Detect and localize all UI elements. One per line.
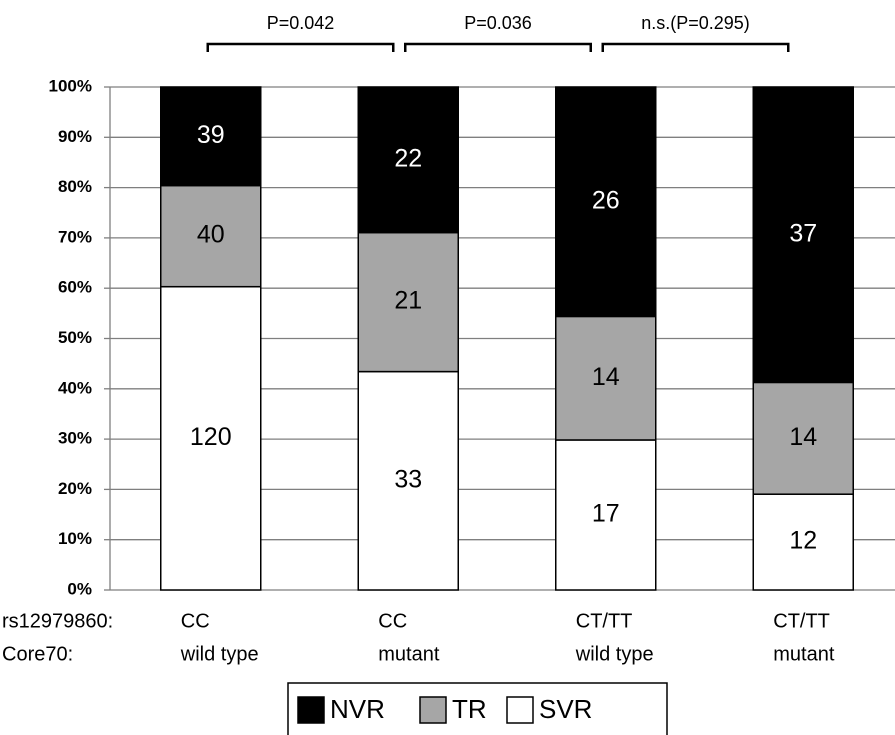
bar-segment [555,86,657,318]
bar-segment [752,493,854,591]
value-label: 120 [190,423,232,451]
value-label: 12 [789,527,817,555]
bar-segment [357,370,459,591]
y-tick-label: 90% [58,127,92,146]
legend-label: TR [452,694,487,724]
annotation: P=0.036 [464,13,532,33]
x-tick-label: wild type [180,643,259,665]
y-tick-label: 0% [67,579,92,598]
bracket [404,42,592,52]
bar-segment [752,86,854,384]
x-tick-label: wild type [575,643,654,665]
x-tick-label: CT/TT [773,610,830,632]
bar-segment [160,184,262,288]
y-tick-label: 30% [58,429,92,448]
value-label: 40 [197,221,225,249]
y-tick-label: 100% [49,76,92,95]
annotation: P=0.042 [267,13,335,33]
value-label: 14 [789,423,817,451]
bar-segment [555,315,657,441]
y-tick-label: 50% [58,328,92,347]
bar-segment [160,285,262,591]
legend-swatch [297,696,325,724]
bar-segment [160,86,262,187]
y-tick-label: 60% [58,278,92,297]
x-tick-label: CT/TT [576,610,633,632]
bar-segment [357,86,459,234]
y-tick-label: 10% [58,529,92,548]
bar-segment [357,231,459,373]
row-label: Core70: [2,643,73,665]
value-label: 22 [394,144,422,172]
legend-label: SVR [539,694,592,724]
row-label: rs12979860: [2,610,113,632]
legend-swatch [506,696,534,724]
legend-swatch [419,696,447,724]
value-label: 17 [592,500,620,528]
y-tick-label: 40% [58,378,92,397]
y-tick-label: 20% [58,479,92,498]
y-tick-label: 70% [58,227,92,246]
value-label: 21 [394,287,422,315]
legend-label: NVR [330,694,385,724]
bracket [206,42,395,52]
annotation: n.s.(P=0.295) [641,13,750,33]
value-label: 37 [789,219,817,247]
bracket [601,42,790,52]
bar-segment [555,439,657,591]
x-tick-label: mutant [773,643,835,665]
value-label: 26 [592,186,620,214]
value-label: 33 [394,465,422,493]
x-tick-label: mutant [378,643,440,665]
value-label: 14 [592,363,620,391]
x-tick-label: CC [181,610,210,632]
y-tick-label: 80% [58,177,92,196]
value-label: 39 [197,121,225,149]
legend-box [287,682,668,735]
x-tick-label: CC [378,610,407,632]
